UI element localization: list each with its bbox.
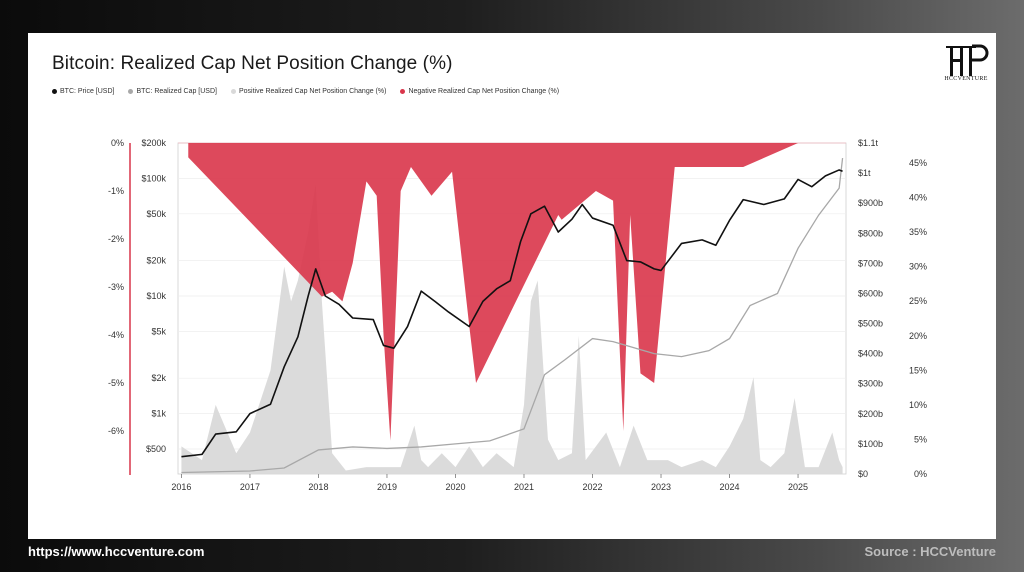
price-tick-1: $100k <box>141 173 166 183</box>
cap-tick-11: $0 <box>858 469 868 479</box>
x-tick-8: 2024 <box>720 482 740 492</box>
pos-pct-tick-7: 10% <box>909 400 927 410</box>
neg-pct-tick-2: -2% <box>108 234 124 244</box>
neg-pct-tick-3: -3% <box>108 282 124 292</box>
series-realized-cap-line <box>181 157 844 474</box>
legend-dot-realized-cap <box>128 89 134 94</box>
cap-tick-2: $900b <box>858 198 883 208</box>
pos-pct-tick-8: 5% <box>914 434 927 444</box>
pos-pct-tick-1: 40% <box>909 193 927 203</box>
pos-pct-tick-2: 35% <box>909 227 927 237</box>
x-tick-9: 2025 <box>788 482 808 492</box>
neg-pct-tick-5: -5% <box>108 378 124 388</box>
x-tick-1: 2017 <box>240 482 260 492</box>
pos-pct-tick-5: 20% <box>909 331 927 341</box>
price-tick-8: $500 <box>146 444 166 454</box>
price-tick-6: $2k <box>151 373 166 383</box>
cap-tick-4: $700b <box>858 258 883 268</box>
chart-legend: BTC: Price [USD] BTC: Realized Cap [USD]… <box>52 88 559 95</box>
chart-title: Bitcoin: Realized Cap Net Position Chang… <box>52 53 453 74</box>
legend-dot-price <box>52 89 57 94</box>
series-positive-area <box>181 183 843 474</box>
legend-item-positive[interactable]: Positive Realized Cap Net Position Chang… <box>230 88 387 95</box>
x-tick-7: 2023 <box>651 482 671 492</box>
legend-item-negative[interactable]: Negative Realized Cap Net Position Chang… <box>400 88 559 95</box>
x-tick-2: 2018 <box>308 482 328 492</box>
price-tick-3: $20k <box>146 256 166 266</box>
x-tick-5: 2021 <box>514 482 534 492</box>
cap-tick-1: $1t <box>858 168 871 178</box>
legend-dot-negative <box>400 89 406 94</box>
pos-pct-tick-9: 0% <box>914 469 927 479</box>
price-tick-0: $200k <box>141 138 166 148</box>
cap-tick-5: $600b <box>858 288 883 298</box>
pos-pct-tick-0: 45% <box>909 158 927 168</box>
price-tick-7: $1k <box>151 409 166 419</box>
legend-label-negative: Negative Realized Cap Net Position Chang… <box>408 88 560 95</box>
neg-pct-tick-1: -1% <box>108 186 124 196</box>
neg-pct-tick-0: 0% <box>111 138 124 148</box>
cap-tick-0: $1.1t <box>858 138 879 148</box>
cap-tick-7: $400b <box>858 349 883 359</box>
neg-pct-tick-6: -6% <box>108 426 124 436</box>
x-tick-0: 2016 <box>171 482 191 492</box>
pos-pct-tick-6: 15% <box>909 365 927 375</box>
x-tick-3: 2019 <box>377 482 397 492</box>
cap-tick-9: $200b <box>858 409 883 419</box>
neg-pct-tick-4: -4% <box>108 330 124 340</box>
legend-item-realized-cap[interactable]: BTC: Realized Cap [USD] <box>128 88 217 95</box>
logo-wordmark: HCCVENTURE <box>944 76 988 82</box>
legend-label-price: BTC: Price [USD] <box>60 88 115 95</box>
legend-dot-positive <box>230 89 236 94</box>
legend-label-positive: Positive Realized Cap Net Position Chang… <box>238 88 387 95</box>
cap-tick-6: $500b <box>858 319 883 329</box>
pos-pct-tick-4: 25% <box>909 296 927 306</box>
footer-source: Source : HCCVenture <box>864 544 996 559</box>
price-tick-2: $50k <box>146 209 166 219</box>
pos-pct-tick-3: 30% <box>909 262 927 272</box>
chart-card: Bitcoin: Realized Cap Net Position Chang… <box>28 33 996 539</box>
legend-item-price[interactable]: BTC: Price [USD] <box>52 88 114 95</box>
cap-tick-3: $800b <box>858 228 883 238</box>
series-price-line <box>181 169 843 458</box>
x-tick-4: 2020 <box>445 482 465 492</box>
price-tick-4: $10k <box>146 291 166 301</box>
cap-tick-8: $300b <box>858 379 883 389</box>
price-tick-5: $5k <box>151 326 166 336</box>
x-tick-6: 2022 <box>582 482 602 492</box>
cap-tick-10: $100b <box>858 439 883 449</box>
legend-label-realized-cap: BTC: Realized Cap [USD] <box>136 88 217 95</box>
chart-plot: 0% -1% -2% -3% -4% -5% -6% $200k $100k $50k $20k $1… <box>108 138 927 492</box>
hcc-logo-icon <box>946 44 989 76</box>
footer-website-link[interactable]: https://www.hccventure.com <box>28 544 205 559</box>
